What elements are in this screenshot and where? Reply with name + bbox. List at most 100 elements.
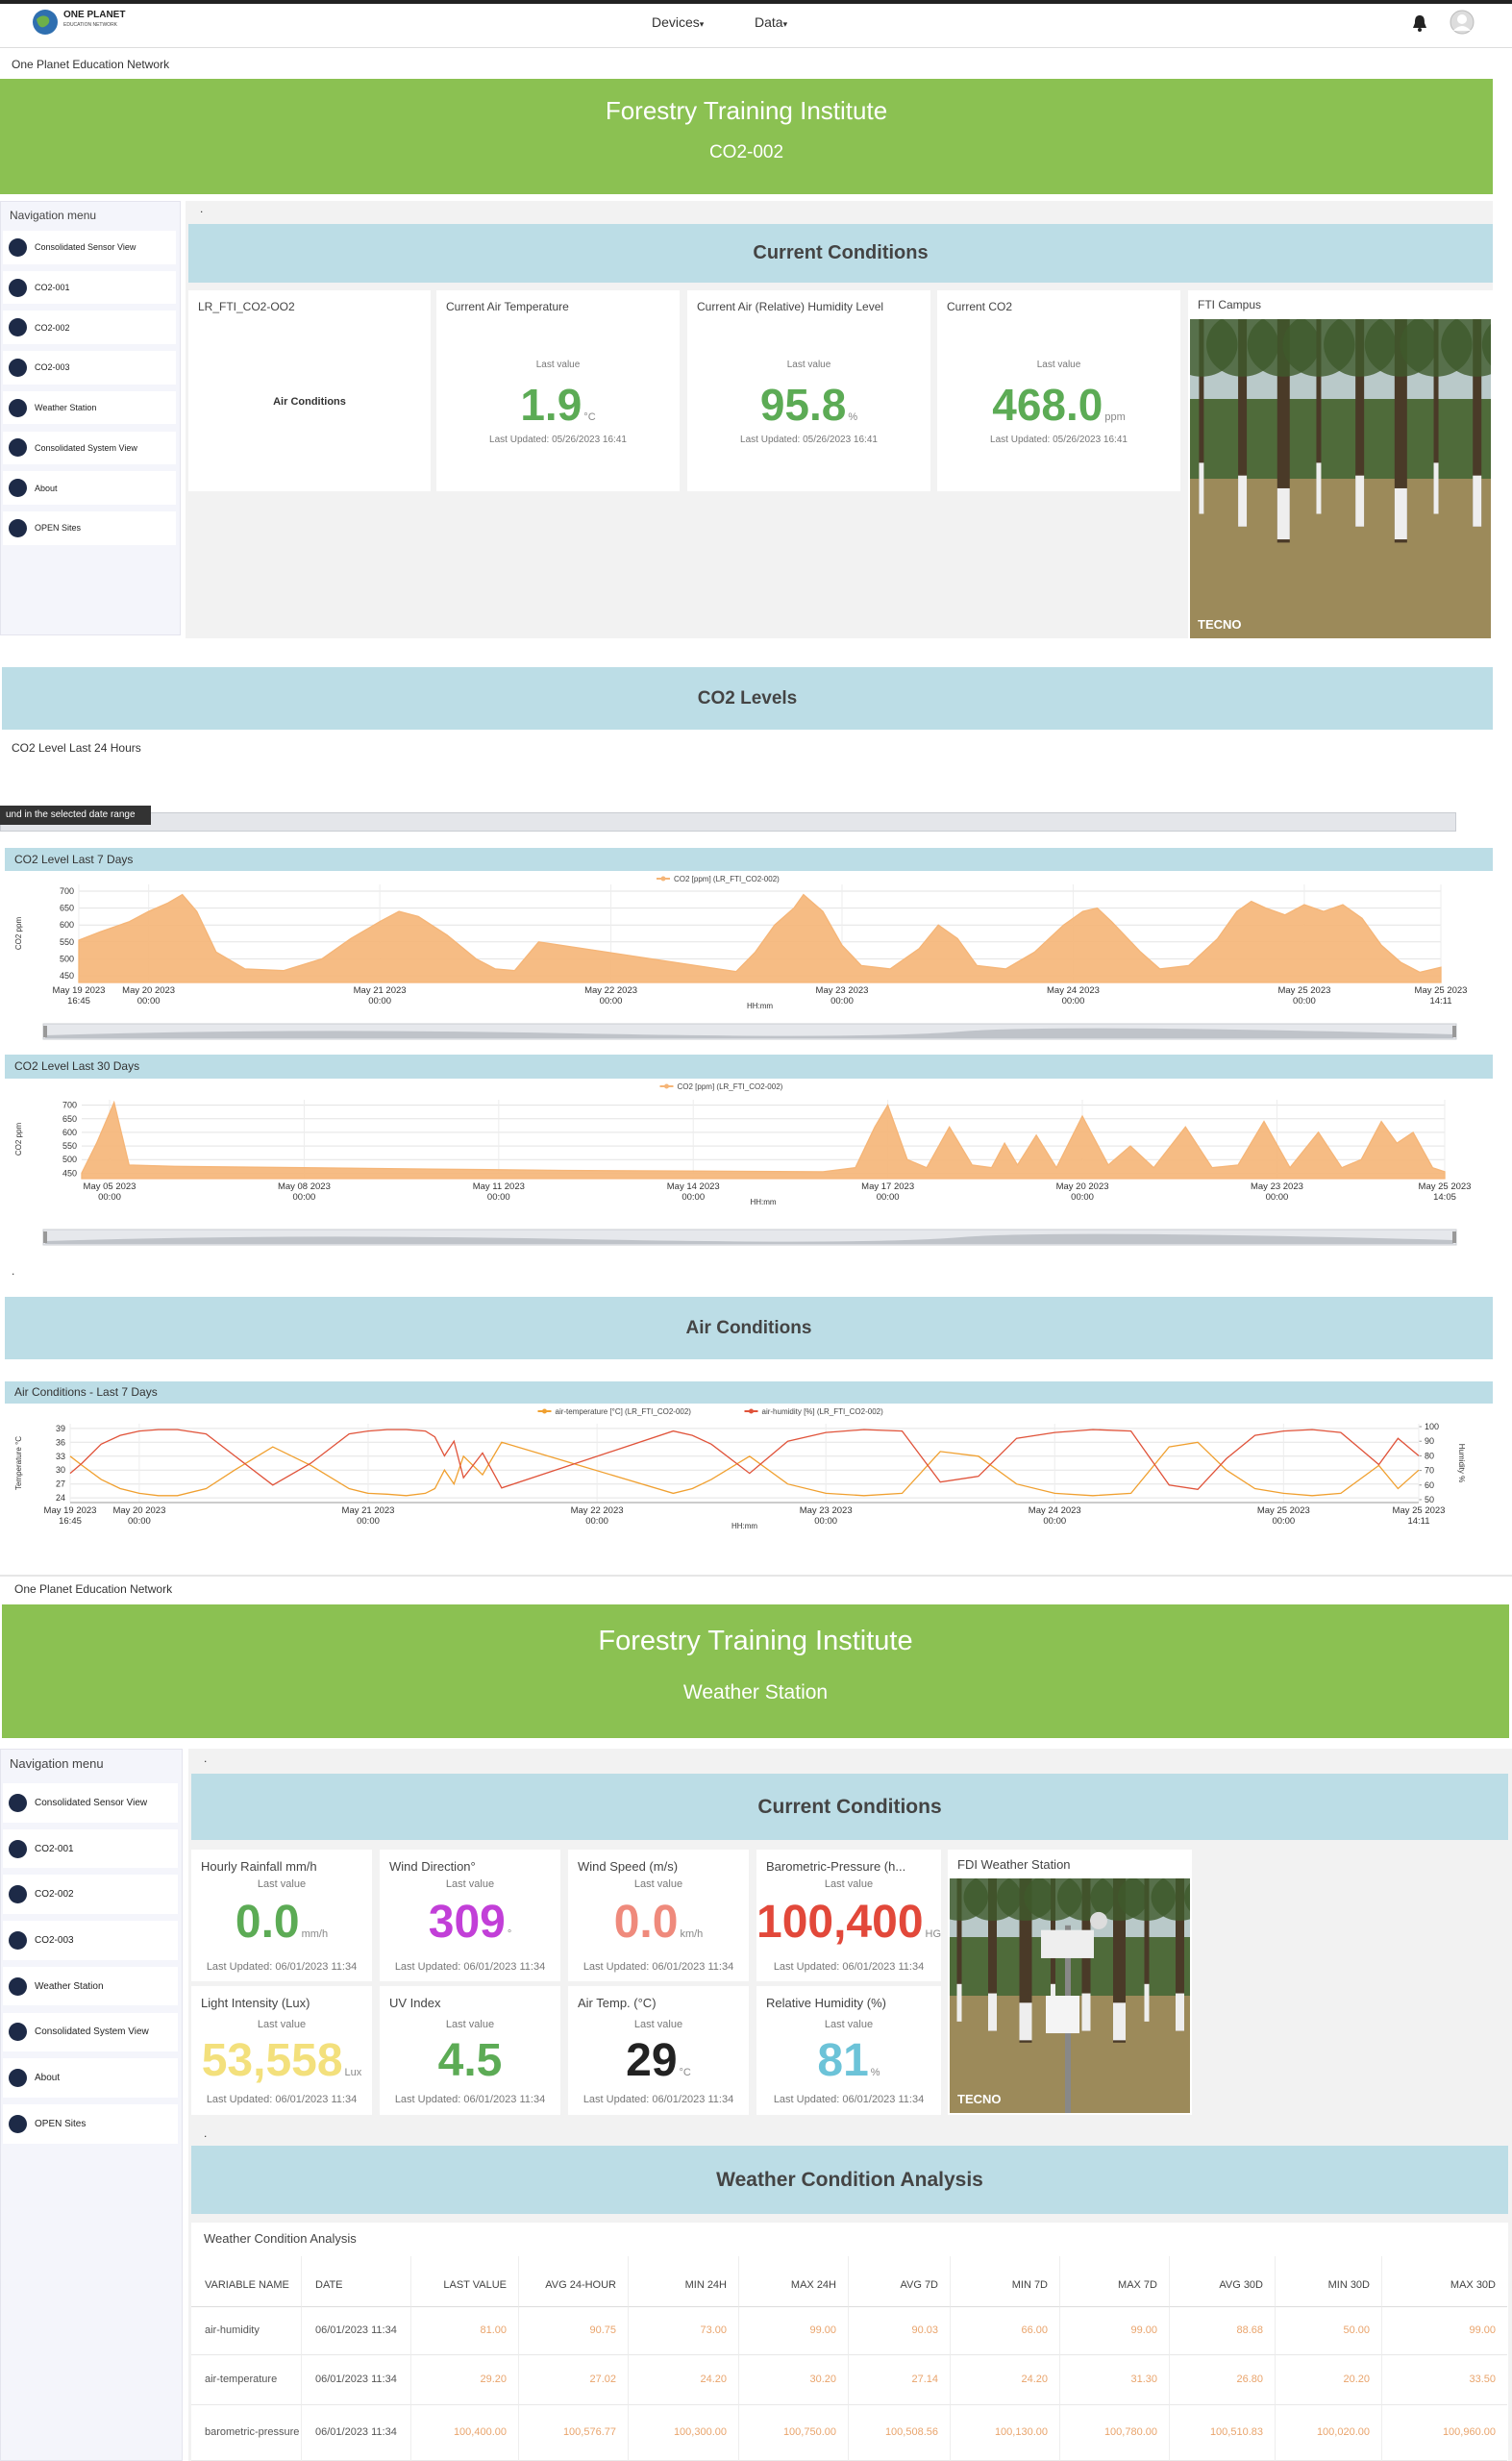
table-cell: 99.00 (1059, 2307, 1169, 2355)
card-title: Wind Direction° (389, 1859, 476, 1874)
sidebar-label: CO2-003 (35, 1934, 74, 1946)
table-header-cell: MAX 30D (1381, 2256, 1507, 2307)
dot: . (12, 1264, 15, 1278)
table-cell: 73.00 (628, 2307, 738, 2355)
banner-title: Forestry Training Institute (605, 96, 888, 125)
bell-icon[interactable] (1411, 13, 1428, 33)
table-header-cell: MAX 24H (738, 2256, 848, 2307)
card-caption: Last value (535, 360, 581, 370)
dot: . (200, 202, 204, 215)
slider-handle (43, 1026, 47, 1037)
table-cell: 100,130.00 (950, 2405, 1059, 2461)
card-unit: km/h (680, 1928, 704, 1940)
section-header: Current Conditions (188, 224, 1493, 283)
slider-handle (1452, 1231, 1456, 1243)
sidebar-item[interactable]: Weather Station (3, 1966, 178, 2006)
table-cell: 26.80 (1169, 2355, 1275, 2405)
sidebar-item[interactable]: About (3, 471, 176, 505)
sidebar-item[interactable]: CO2-002 (3, 311, 176, 345)
legend-label: air-temperature [°C] (LR_FTI_CO2-002) (556, 1407, 692, 1416)
sidebar-label: CO2-003 (35, 362, 70, 373)
y-axis-label: CO2 ppm (14, 1123, 23, 1156)
sidebar-item[interactable]: Weather Station (3, 390, 176, 425)
y-tick-label: 700 (62, 1101, 77, 1110)
page-separator (0, 1575, 1512, 1577)
bullet (9, 1793, 27, 1812)
y-axis-label: Temperature °C (14, 1436, 23, 1490)
card-value: 0.0 (235, 1897, 300, 1948)
brand-sub: EDUCATION NETWORK (63, 22, 118, 28)
nav-menu-label: Devices (652, 14, 700, 30)
value-card: Wind Speed (m/s) Last value 0.0 km/h Last Up… (568, 1850, 749, 1981)
sidebar-item[interactable]: OPEN Sites (3, 510, 176, 545)
card-updated: Last Updated: 06/01/2023 11:34 (394, 1961, 546, 1973)
sidebar-item[interactable]: Consolidated Sensor View (3, 231, 176, 264)
x-tick-label: May 20 2023 00:00 (112, 1505, 166, 1527)
banner-title: Forestry Training Institute (598, 1626, 913, 1656)
card-unit: HG (925, 1928, 942, 1940)
card-unit: ° (507, 1928, 512, 1940)
card-value-row: 0.0 mm/h (191, 1896, 372, 1948)
nav-menu[interactable]: Devices▾ (652, 14, 719, 34)
x-axis-label: HH:mm (731, 1522, 757, 1530)
slider-handle (1452, 1026, 1456, 1037)
card-caption: Last value (445, 1878, 495, 1890)
section-header: Current Conditions (191, 1774, 1508, 1840)
area (81, 1100, 1446, 1180)
brand: ONE PLANET (63, 10, 126, 20)
x-tick-label: May 25 2023 00:00 (1277, 985, 1331, 1007)
x-tick-label: May 22 2023 00:00 (584, 985, 638, 1007)
table-cell: 100,960.00 (1381, 2405, 1507, 2461)
x-tick-label: May 21 2023 00:00 (341, 1505, 395, 1527)
card-value: 81 (817, 2035, 869, 2086)
y-tick-label: 650 (62, 1114, 77, 1124)
x-tick-label: May 19 2023 16:45 (52, 985, 106, 1007)
sidebar-item[interactable]: CO2-001 (3, 1828, 178, 1869)
card-unit: % (870, 2067, 880, 2078)
chart: 24 27 30 33 36 39 50 60 70 80 90 100 Temperature °C H… (14, 1407, 1466, 1530)
y-tick-label: 450 (62, 1168, 77, 1178)
sidebar-item[interactable]: CO2-003 (3, 351, 176, 385)
sidebar-item[interactable]: Consolidated System View (3, 431, 176, 465)
x-tick-label: May 24 2023 00:00 (1028, 1505, 1081, 1527)
x-tick-label: May 19 2023 16:45 (43, 1505, 97, 1527)
sidebar-label: Consolidated Sensor View (35, 1797, 148, 1808)
value-card: Current CO2 Last value 468.0 ppm Last Update… (937, 290, 1180, 491)
avatar[interactable] (1450, 10, 1475, 35)
sidebar-item[interactable]: CO2-001 (3, 270, 176, 305)
sidebar-item[interactable]: Consolidated Sensor View (3, 1783, 178, 1823)
card-value: 468.0 (992, 380, 1103, 430)
y2-tick-label: 50 (1425, 1495, 1434, 1504)
card-unit: °C (679, 2067, 691, 2078)
bullet (9, 1839, 27, 1858)
table-header-cell: VARIABLE NAME (191, 2256, 301, 2307)
y2-tick-label: 100 (1425, 1422, 1439, 1431)
table-cell: 81.00 (410, 2307, 518, 2355)
card-unit: Lux (344, 2067, 362, 2078)
y-tick-label: 24 (56, 1493, 65, 1503)
x-tick-label: May 25 2023 14:11 (1414, 985, 1468, 1007)
card-title: Current Air Temperature (446, 300, 569, 313)
card-title: UV Index (389, 1996, 441, 2010)
caret: ▾ (699, 19, 705, 29)
caret: ▾ (782, 19, 788, 29)
nav-menu[interactable]: Data▾ (755, 14, 822, 34)
network-label: One Planet Education Network (14, 1582, 173, 1596)
card-unit: mm/h (301, 1928, 329, 1940)
sidebar-item[interactable]: Consolidated System View (3, 2012, 178, 2052)
device-card: LR_FTI_CO2-OO2 Air Conditions (188, 290, 431, 491)
table-cell: 29.20 (410, 2355, 518, 2405)
sidebar-item[interactable]: CO2-003 (3, 1921, 178, 1960)
value-card: Hourly Rainfall mm/h Last value 0.0 mm/h Las… (191, 1850, 372, 1981)
card-caption: Last value (257, 2019, 307, 2030)
sidebar-label: About (35, 2073, 61, 2084)
sidebar-item[interactable]: OPEN Sites (3, 2103, 178, 2144)
sidebar-item[interactable]: About (3, 2058, 178, 2098)
card-updated: Last Updated: 06/01/2023 11:34 (206, 2094, 358, 2105)
card-title: Air Temp. (°C) (578, 1996, 657, 2010)
device-label: Air Conditions (273, 396, 346, 408)
sidebar-item[interactable]: CO2-002 (3, 1875, 178, 1915)
y-tick-label: 700 (60, 886, 74, 896)
card-caption: Last value (633, 2019, 683, 2030)
x-tick-label: May 05 2023 00:00 (83, 1181, 136, 1203)
